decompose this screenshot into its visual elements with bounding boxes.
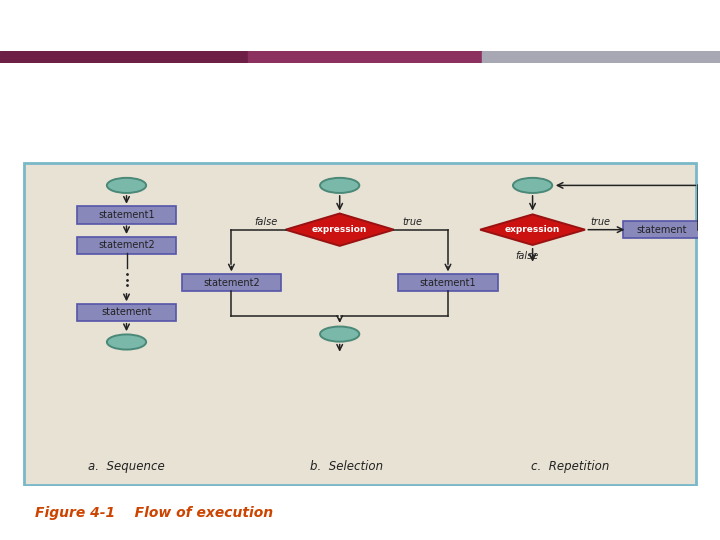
- Text: false: false: [516, 251, 539, 261]
- Ellipse shape: [320, 327, 359, 342]
- FancyBboxPatch shape: [77, 237, 176, 254]
- Text: statement1: statement1: [98, 210, 155, 220]
- Text: b.  Selection: b. Selection: [310, 460, 383, 472]
- Text: false: false: [254, 217, 277, 227]
- Polygon shape: [286, 213, 394, 246]
- Text: Figure 4-1    Flow of execution: Figure 4-1 Flow of execution: [35, 506, 274, 520]
- Text: statement: statement: [102, 307, 152, 318]
- Text: statement2: statement2: [203, 278, 260, 288]
- Text: TYPES OF CONTROL STRUCTURES: TYPES OF CONTROL STRUCTURES: [25, 102, 471, 126]
- Text: true: true: [402, 217, 422, 227]
- Text: true: true: [590, 217, 610, 227]
- Ellipse shape: [320, 178, 359, 193]
- FancyBboxPatch shape: [77, 304, 176, 321]
- Bar: [248, 51, 482, 63]
- Ellipse shape: [107, 178, 146, 193]
- Text: statement1: statement1: [420, 278, 477, 288]
- FancyBboxPatch shape: [398, 274, 498, 291]
- Text: c.  Repetition: c. Repetition: [531, 460, 609, 472]
- FancyBboxPatch shape: [77, 206, 176, 224]
- FancyBboxPatch shape: [181, 274, 281, 291]
- Text: a.  Sequence: a. Sequence: [88, 460, 165, 472]
- Ellipse shape: [107, 334, 146, 349]
- Text: expression: expression: [312, 225, 367, 234]
- Ellipse shape: [513, 178, 552, 193]
- Bar: [482, 51, 720, 63]
- FancyBboxPatch shape: [624, 221, 699, 238]
- Polygon shape: [480, 214, 585, 245]
- Text: expression: expression: [505, 225, 560, 234]
- Text: statement2: statement2: [98, 240, 155, 250]
- Text: statement: statement: [636, 225, 686, 235]
- Bar: [0, 51, 248, 63]
